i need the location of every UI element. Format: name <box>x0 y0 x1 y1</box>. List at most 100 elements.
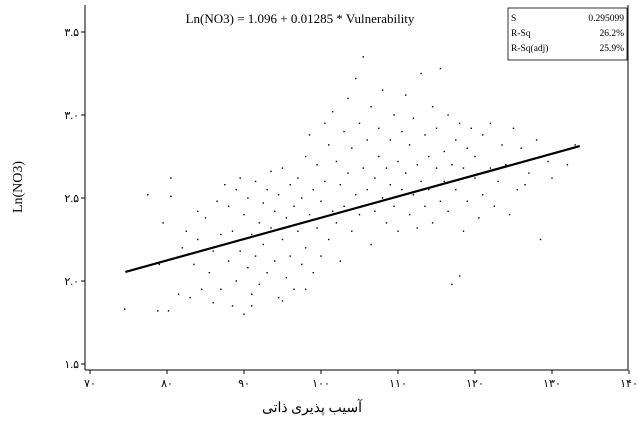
data-point <box>474 177 476 179</box>
data-point <box>157 310 159 312</box>
data-point <box>220 288 222 290</box>
data-point <box>431 222 434 224</box>
data-point <box>458 275 461 277</box>
data-point <box>416 227 418 229</box>
data-point <box>501 144 503 146</box>
data-point <box>466 147 468 149</box>
data-point <box>316 227 318 229</box>
data-point <box>293 288 295 290</box>
chart-title: Ln(NO3) = 1.096 + 0.01285 * Vulnerabilit… <box>186 11 415 26</box>
data-point <box>335 160 338 163</box>
data-point <box>304 247 307 249</box>
data-point <box>420 72 422 75</box>
data-point <box>254 180 257 183</box>
data-point <box>462 167 465 169</box>
data-point <box>177 293 180 295</box>
data-point <box>443 150 445 153</box>
data-point <box>158 263 160 266</box>
stat-s-label: S <box>511 14 516 24</box>
data-point <box>482 134 484 136</box>
data-point <box>574 144 576 146</box>
data-point <box>251 233 253 236</box>
data-point <box>435 127 438 129</box>
x-tick-label: ۱۰۰ <box>312 378 330 390</box>
data-point <box>451 164 453 166</box>
data-point <box>393 205 395 207</box>
data-point <box>224 184 226 186</box>
data-point <box>293 205 295 207</box>
data-point <box>247 267 249 269</box>
x-tick-label: ۷۰ <box>84 378 96 390</box>
stat-rsq-label: R-Sq <box>511 29 531 39</box>
data-point <box>358 122 361 124</box>
data-point <box>328 238 330 241</box>
data-point <box>458 122 461 124</box>
axes: ۱.۵ ۲.۰ ۲.۵ ۳.۰ ۳.۵ ۷۰ ۸۰ ۹۰ ۱۰۰ ۱۱۰ ۱۲۰ ۱۳۰ ۱۴۰ <box>64 5 637 390</box>
data-point <box>277 194 280 196</box>
data-point <box>351 147 353 149</box>
data-point <box>470 127 472 129</box>
data-point <box>478 217 480 219</box>
data-point <box>447 210 449 212</box>
data-point <box>397 230 399 232</box>
data-point <box>520 147 522 149</box>
data-point <box>197 238 199 241</box>
y-tick-label: ۳.۰ <box>64 110 79 122</box>
data-point <box>320 200 322 202</box>
stat-rsq-adj-label: R-Sq(adj) <box>511 43 548 54</box>
data-point <box>254 255 257 257</box>
data-point <box>170 177 172 179</box>
data-point <box>551 177 553 179</box>
regression-stats-box: S 0.295099 R-Sq 26.2% R-Sq(adj) 25.9% <box>507 7 628 61</box>
x-tick-label: ۱۲۰ <box>466 378 484 390</box>
data-point <box>297 177 299 179</box>
data-point <box>482 194 484 196</box>
data-point <box>489 167 492 169</box>
data-point <box>308 213 311 216</box>
data-point <box>281 167 284 169</box>
data-point <box>216 200 218 202</box>
data-point <box>335 222 338 224</box>
data-point <box>247 197 249 199</box>
data-point <box>339 184 341 186</box>
data-point <box>331 210 334 212</box>
data-point <box>428 189 430 191</box>
data-point <box>266 272 268 274</box>
x-axis-label: آسیب پذیری ذاتی <box>262 398 363 416</box>
data-point <box>370 106 372 108</box>
data-point <box>374 177 376 179</box>
data-point <box>455 139 457 141</box>
data-point <box>351 230 353 232</box>
data-point <box>208 272 211 274</box>
data-point <box>370 243 372 246</box>
data-point <box>124 308 126 310</box>
data-point <box>324 122 326 124</box>
data-point <box>212 250 214 252</box>
data-point <box>270 170 272 173</box>
stats-box-border <box>507 7 628 61</box>
data-point <box>170 195 172 197</box>
data-point <box>328 144 330 146</box>
data-point <box>274 260 276 262</box>
data-point <box>431 106 434 108</box>
data-point <box>355 194 357 196</box>
data-point <box>547 160 549 163</box>
data-point <box>181 247 184 249</box>
data-point <box>389 184 391 186</box>
data-point <box>301 263 303 266</box>
y-tick-label: ۲.۵ <box>64 193 79 205</box>
data-point <box>447 114 449 116</box>
stat-rsq-adj-value: 25.9% <box>599 44 624 54</box>
data-point <box>466 200 468 202</box>
data-point <box>439 67 442 70</box>
data-point <box>416 164 418 166</box>
data-point <box>381 197 384 199</box>
data-point <box>189 296 191 299</box>
data-point <box>489 122 492 124</box>
data-point <box>405 94 407 96</box>
x-tick-label: ۹۰ <box>238 378 250 390</box>
data-point <box>262 243 264 246</box>
data-point <box>420 180 422 183</box>
data-point <box>366 139 368 141</box>
data-point <box>204 217 207 219</box>
